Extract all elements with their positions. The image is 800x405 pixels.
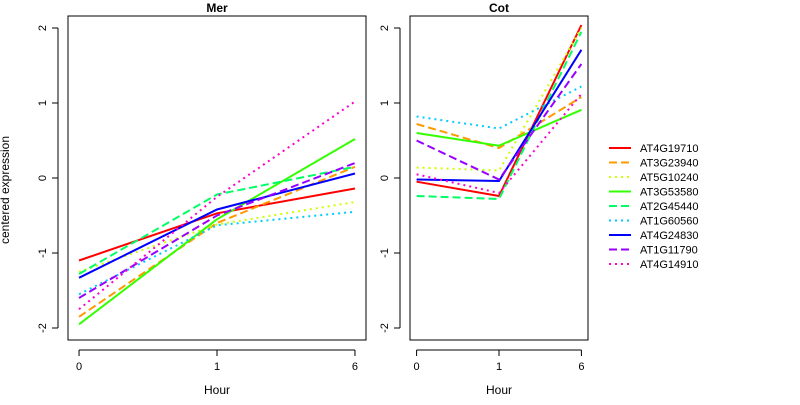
y-tick-label: 0 <box>37 175 49 181</box>
series-line-at4g19710 <box>78 187 356 262</box>
y-tick-label: 2 <box>379 25 391 31</box>
series-line-at4g14910 <box>416 93 583 195</box>
plot-frame <box>409 15 589 341</box>
legend-label: AT3G23940 <box>640 158 699 170</box>
legend-label: AT1G60560 <box>640 216 699 228</box>
series-line-at3g23940 <box>78 165 356 318</box>
x-axis-title: Hour <box>486 383 512 397</box>
y-tick-label: 1 <box>37 100 49 106</box>
x-tick-label: 1 <box>214 361 220 373</box>
y-tick-label: 0 <box>379 175 391 181</box>
x-tick-label: 6 <box>578 361 584 373</box>
plot-frame <box>67 15 367 341</box>
y-tick-label: -2 <box>379 323 391 333</box>
legend-label: AT1G11790 <box>640 245 698 257</box>
y-tick-label: -1 <box>379 248 391 258</box>
series-line-at4g14910 <box>78 100 356 311</box>
series-line-at3g53580 <box>78 138 356 326</box>
series-line-at5g10240 <box>416 27 583 172</box>
panel-title: Mer <box>206 1 228 15</box>
x-tick-label: 0 <box>76 361 82 373</box>
legend-label: AT3G53580 <box>640 187 699 199</box>
series-line-at1g11790 <box>416 63 583 181</box>
x-tick-label: 6 <box>352 361 358 373</box>
series-line-at4g24830 <box>78 172 356 279</box>
legend: AT4G19710 AT3G23940 AT5G10240 AT3G53580 AT2G… <box>609 143 699 271</box>
series-line-at1g11790 <box>78 162 356 299</box>
panel-0: Mer 0 1 6 Hour -2 -1 0 1 2 centered expression <box>0 1 367 397</box>
panel-1: Cot 0 1 6 Hour -2 -1 0 1 2 <box>379 1 589 397</box>
legend-label: AT2G45440 <box>640 201 699 213</box>
series-line-at2g45440 <box>416 31 583 201</box>
y-axis-title: centered expression <box>0 136 12 244</box>
series-line-at4g19710 <box>416 24 583 198</box>
x-axis-title: Hour <box>204 383 230 397</box>
series-line-at1g60560 <box>416 85 582 130</box>
legend-label: AT4G19710 <box>640 143 699 155</box>
series-line-at3g23940 <box>416 96 582 150</box>
x-tick-label: 1 <box>496 361 502 373</box>
legend-label: AT4G14910 <box>640 259 699 271</box>
y-tick-label: 1 <box>379 100 391 106</box>
y-tick-label: 2 <box>37 25 49 31</box>
legend-label: AT5G10240 <box>640 172 699 184</box>
series-line-at4g24830 <box>416 49 583 183</box>
y-tick-label: -2 <box>37 323 49 333</box>
x-tick-label: 0 <box>414 361 420 373</box>
y-tick-label: -1 <box>37 248 49 258</box>
legend-label: AT4G24830 <box>640 230 699 242</box>
series-line-at1g60560 <box>78 210 356 296</box>
panel-title: Cot <box>489 1 509 15</box>
series-line-at3g53580 <box>416 108 582 147</box>
series-line-at2g45440 <box>78 165 356 275</box>
